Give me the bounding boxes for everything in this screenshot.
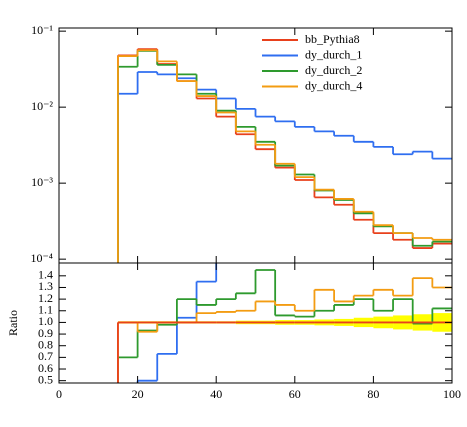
y-tick-label: 10⁻⁴ [30, 251, 53, 265]
plot-area [117, 48, 452, 263]
y-tick-label: 10⁻¹ [31, 23, 53, 37]
y-axis-label: Ratio [6, 310, 20, 336]
x-tick-label: 100 [443, 387, 461, 401]
y-tick-label: 1.3 [38, 279, 53, 293]
y-tick-label: 10⁻² [31, 99, 53, 113]
x-tick-label: 80 [367, 387, 379, 401]
y-tick-label: 0.6 [38, 361, 53, 375]
y-tick-label: 0.9 [38, 326, 53, 340]
legend-label: dy_durch_4 [305, 78, 362, 92]
y-tick-label: 0.5 [38, 372, 53, 386]
y-tick-label: 1.1 [38, 303, 53, 317]
y-tick-label: 1.2 [38, 291, 53, 305]
frame [58, 262, 453, 384]
legend-label: bb_Pythia8 [305, 32, 360, 46]
x-tick-label: 60 [289, 387, 301, 401]
legend-label: dy_durch_2 [305, 63, 362, 77]
y-tick-label: 0.7 [38, 349, 53, 363]
y-tick-label: 0.8 [38, 337, 53, 351]
plot-area [117, 263, 452, 383]
x-tick-label: 0 [56, 387, 62, 401]
y-tick-label: 1.4 [38, 268, 53, 282]
x-tick-label: 40 [210, 387, 222, 401]
y-tick-label: 10⁻³ [31, 175, 53, 189]
y-tick-label: 1.0 [38, 314, 53, 328]
legend-label: dy_durch_1 [305, 47, 362, 61]
x-tick-label: 20 [132, 387, 144, 401]
